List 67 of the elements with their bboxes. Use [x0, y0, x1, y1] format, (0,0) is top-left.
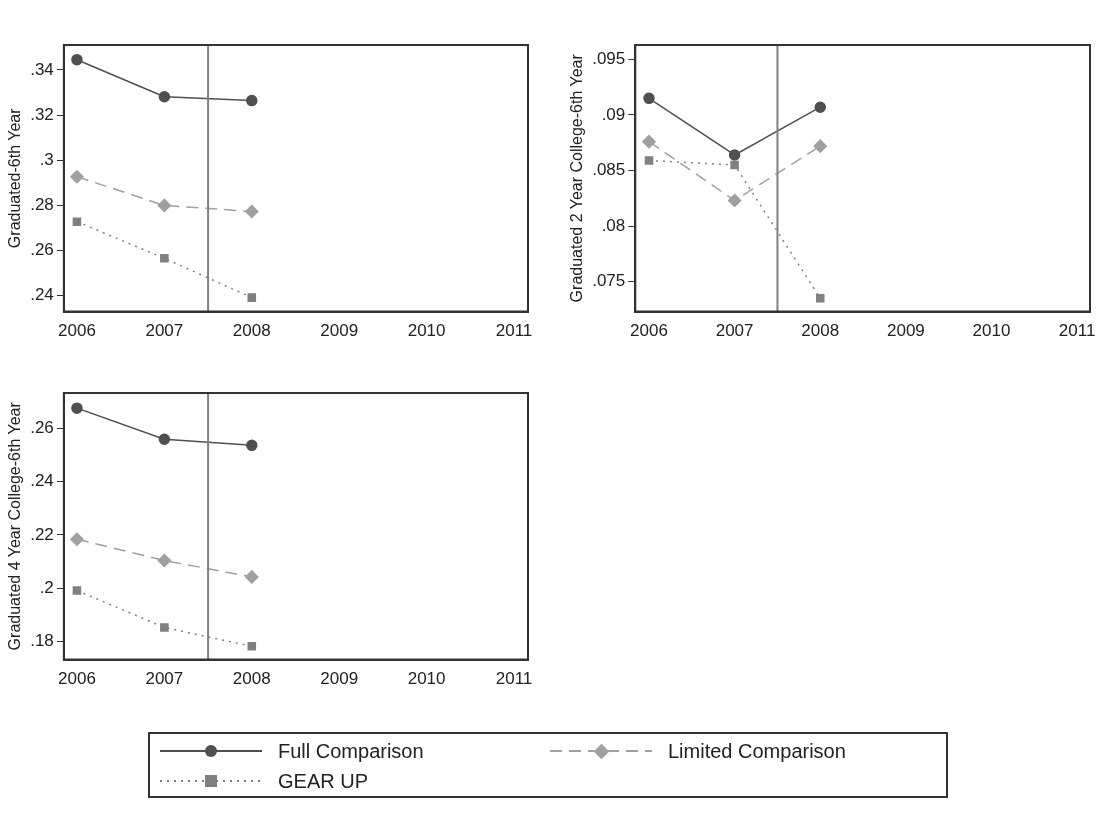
text: GEAR UP — [278, 769, 369, 793]
point — [72, 586, 82, 595]
x-tick-label: 2011 — [495, 321, 533, 341]
x-tick-label: 2006 — [58, 321, 96, 341]
x-tick-label: 2007 — [715, 321, 754, 341]
point — [158, 433, 171, 445]
text: Full Comparison — [278, 739, 424, 763]
point — [730, 160, 739, 170]
y-tick-label: .09 — [601, 104, 626, 124]
point — [727, 193, 742, 208]
x-tick-label: 2006 — [58, 669, 96, 689]
point — [71, 53, 83, 66]
y-tick-label: .32 — [30, 104, 54, 124]
point — [247, 642, 257, 651]
y-tick-label: .3 — [39, 149, 54, 169]
y-tick-label: .085 — [592, 160, 626, 180]
point — [158, 90, 171, 103]
point — [246, 94, 258, 107]
text: Limited Comparison — [668, 739, 846, 763]
y-tick-label: .28 — [30, 195, 54, 215]
point — [72, 217, 82, 226]
point — [815, 293, 825, 303]
y-axis-title: Graduated-6th Year — [6, 107, 24, 249]
point — [813, 139, 828, 153]
point — [642, 134, 656, 149]
x-tick-label: 2010 — [972, 321, 1011, 341]
x-tick-label: 2007 — [145, 669, 184, 689]
y-tick-label: .08 — [601, 215, 626, 235]
point — [160, 623, 169, 632]
point — [157, 198, 172, 213]
y-tick-label: .26 — [30, 418, 54, 438]
x-tick-label: 2008 — [232, 669, 271, 689]
x-tick-label: 2009 — [886, 321, 925, 341]
y-tick-label: .095 — [592, 49, 626, 69]
x-tick-label: 2007 — [145, 321, 184, 341]
point — [246, 439, 258, 452]
point — [70, 532, 84, 546]
x-tick-label: 2010 — [407, 669, 446, 689]
y-axis-title: Graduated 2 Year College-6th Year — [568, 53, 586, 303]
y-tick-label: .075 — [592, 271, 626, 291]
y-axis-title: Graduated 4 Year College-6th Year — [6, 401, 24, 651]
point — [245, 570, 259, 584]
y-tick-label: .18 — [30, 630, 54, 650]
x-tick-label: 2008 — [232, 321, 271, 341]
y-tick-label: .26 — [30, 240, 54, 260]
x-tick-label: 2011 — [1058, 321, 1096, 341]
x-tick-label: 2008 — [801, 321, 840, 341]
y-tick-label: .2 — [39, 577, 54, 597]
point — [157, 553, 172, 568]
point — [71, 402, 83, 414]
y-tick-label: .34 — [30, 59, 54, 79]
point — [814, 101, 827, 113]
point — [728, 149, 741, 161]
point — [160, 253, 169, 263]
y-tick-label: .22 — [30, 524, 54, 544]
point — [70, 169, 84, 184]
y-tick-label: .24 — [30, 471, 54, 491]
x-tick-label: 2009 — [320, 321, 359, 341]
x-tick-label: 2011 — [495, 669, 533, 689]
point — [245, 204, 259, 219]
point — [644, 156, 654, 165]
point — [247, 293, 257, 302]
x-tick-label: 2010 — [407, 321, 446, 341]
point — [643, 92, 655, 105]
x-tick-label: 2006 — [630, 321, 668, 341]
y-tick-label: .24 — [30, 285, 54, 305]
x-tick-label: 2009 — [320, 669, 359, 689]
